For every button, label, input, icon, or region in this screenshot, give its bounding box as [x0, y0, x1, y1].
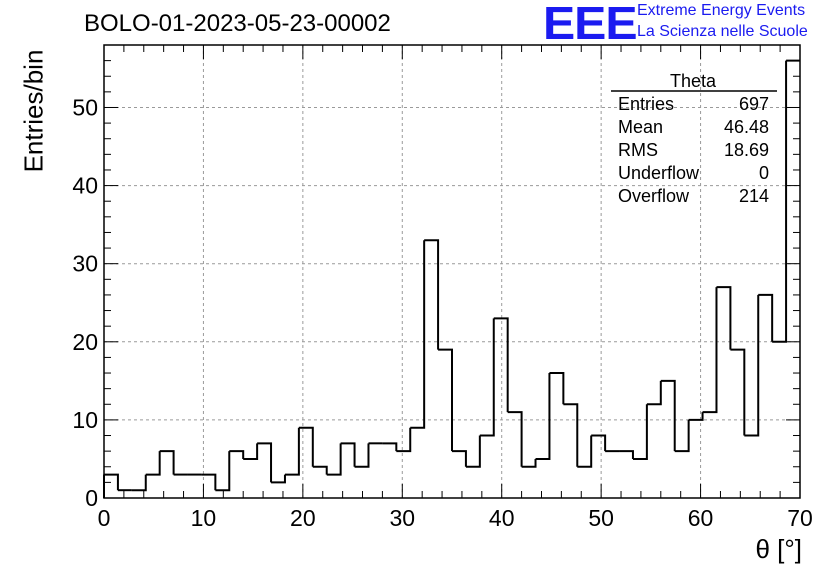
histogram-bin: [326, 443, 342, 476]
logo-text-line1: Extreme Energy Events: [637, 2, 806, 19]
x-axis-label: θ [°]: [755, 534, 802, 564]
histogram-bin: [145, 451, 161, 476]
stats-row-label: Entries: [618, 94, 674, 114]
eee-logo: EEE: [543, 0, 638, 49]
histogram-bin: [396, 427, 412, 453]
histogram-bin: [340, 442, 356, 467]
histogram-bin: [758, 293, 774, 342]
histogram-bin: [521, 458, 537, 468]
stats-row-value: 0: [759, 163, 769, 183]
histogram-bin: [702, 287, 718, 414]
histogram-bin: [271, 474, 286, 484]
histogram-bin: [549, 372, 565, 405]
histogram-bin: [159, 450, 175, 475]
stats-row-label: Overflow: [618, 186, 690, 206]
histogram-bin: [563, 403, 579, 467]
y-tick-label: 40: [72, 173, 98, 199]
histogram-bin: [716, 286, 732, 350]
histogram-bin: [298, 426, 314, 467]
stats-row-value: 46.48: [724, 117, 769, 137]
histogram-bin: [424, 239, 440, 350]
x-tick-label: 20: [290, 505, 316, 531]
histogram-bin: [354, 443, 370, 468]
x-tick-label: 0: [98, 505, 111, 531]
histogram-bin: [438, 348, 453, 452]
histogram-bin: [284, 427, 300, 476]
histogram-bin: [744, 294, 760, 437]
x-tick-label: 50: [588, 505, 614, 531]
y-tick-label: 10: [72, 407, 98, 433]
histogram-bin: [382, 442, 398, 452]
histogram-bin: [452, 450, 467, 467]
histogram-bin: [215, 451, 231, 492]
stats-row-label: RMS: [618, 140, 658, 160]
histogram-bin: [493, 317, 509, 413]
x-tick-label: 40: [489, 505, 515, 531]
histogram-bin: [104, 473, 119, 491]
y-tick-label: 20: [72, 329, 98, 355]
stats-row-value: 214: [739, 186, 769, 206]
chart-title: BOLO-01-2023-05-23-00002: [84, 10, 391, 37]
histogram-bin: [619, 450, 634, 459]
stats-row-label: Mean: [618, 117, 663, 137]
histogram-bin: [688, 412, 704, 421]
histogram-bin: [577, 435, 593, 468]
y-tick-label: 0: [85, 485, 98, 511]
histogram-bin: [646, 380, 662, 406]
histogram-bin: [730, 348, 746, 436]
histogram-bin: [312, 465, 328, 475]
histogram-bin: [772, 60, 788, 343]
histogram-bin: [410, 240, 426, 429]
stats-row-label: Underflow: [618, 163, 700, 183]
histogram-bin: [674, 419, 690, 453]
histogram-bin: [257, 442, 273, 483]
x-tick-label: 10: [191, 505, 217, 531]
histogram-bin: [243, 443, 259, 460]
stats-box-title: Theta: [670, 71, 717, 91]
histogram-bin: [591, 434, 607, 452]
plot-frame: [103, 44, 801, 499]
stats-row-value: 18.69: [724, 140, 769, 160]
histogram-bin: [632, 404, 648, 460]
x-tick-label: 70: [787, 505, 813, 531]
histogram-bin: [479, 318, 495, 437]
x-tick-label: 30: [389, 505, 415, 531]
x-tick-label: 60: [688, 505, 714, 531]
logo-text-line2: La Scienza nelle Scuole: [637, 23, 808, 40]
histogram-bin: [535, 373, 551, 460]
y-tick-label: 50: [72, 94, 98, 120]
histogram-bin: [201, 473, 217, 491]
histogram-bin: [507, 411, 523, 467]
y-tick-label: 30: [72, 251, 98, 277]
histogram-bin: [131, 474, 147, 492]
histogram-bin: [660, 379, 676, 452]
histogram-bin: [229, 450, 245, 459]
histogram-bin: [465, 435, 481, 468]
stats-row-value: 697: [739, 94, 769, 114]
